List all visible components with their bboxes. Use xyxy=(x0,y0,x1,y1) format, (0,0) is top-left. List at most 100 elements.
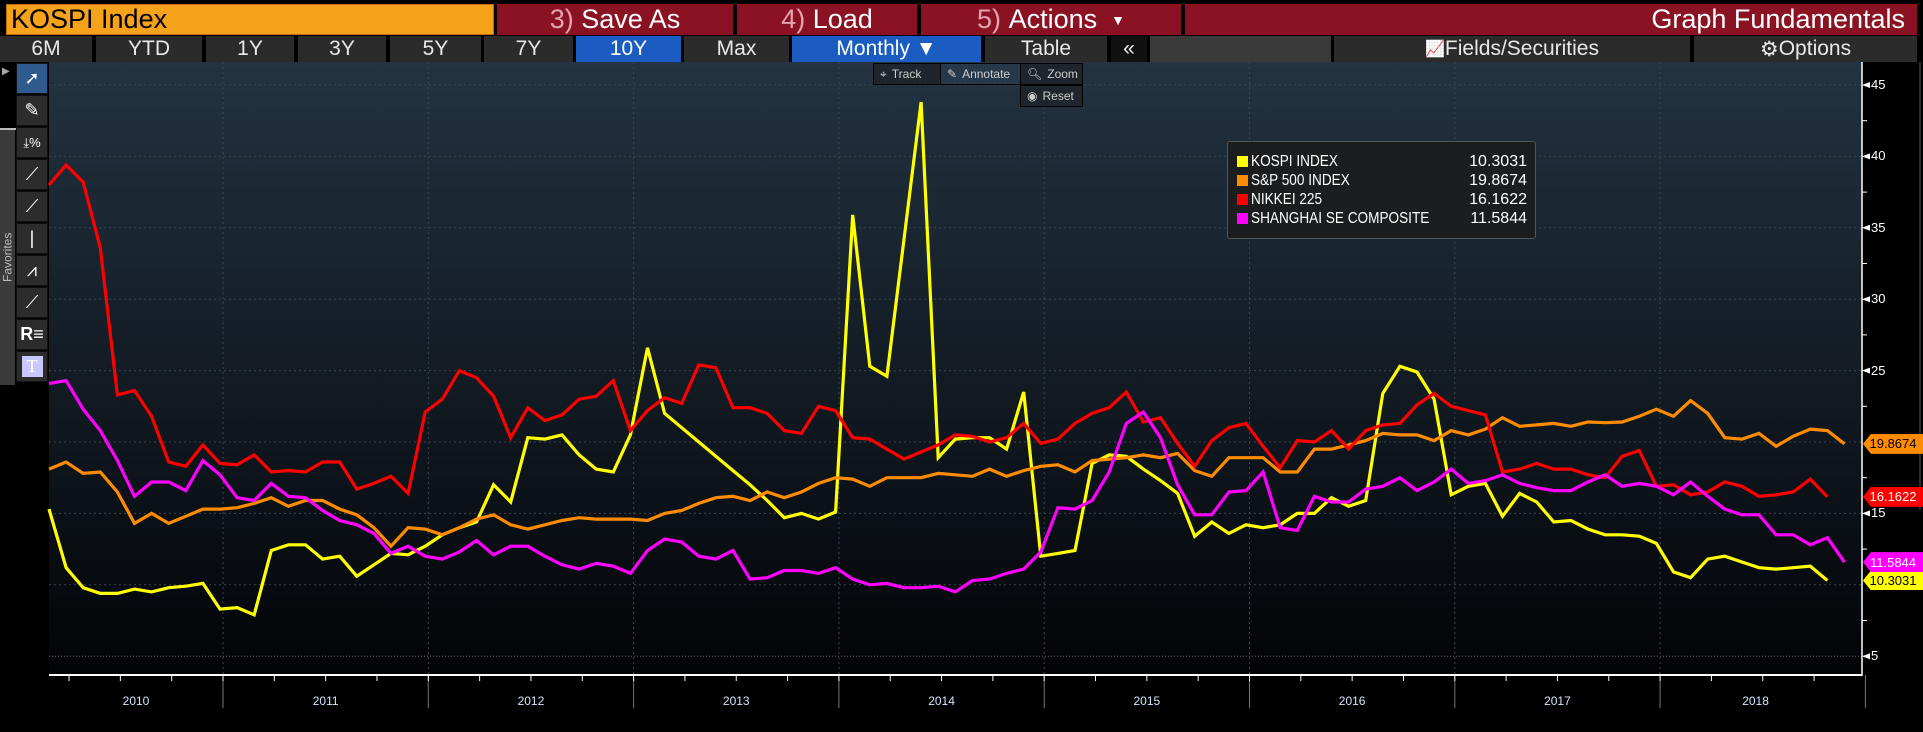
draw-tool[interactable]: ✎ xyxy=(16,95,48,126)
legend-swatch xyxy=(1237,213,1248,224)
y-tick-marker xyxy=(1862,653,1870,660)
zoom-label: Zoom xyxy=(1047,67,1078,81)
select-arrow-tool[interactable]: ➚ xyxy=(16,63,48,94)
table-button[interactable]: Table xyxy=(985,36,1107,62)
y-tick-marker xyxy=(1862,82,1870,88)
crossing-line-icon: ⩘ xyxy=(26,260,38,280)
trendline-tool[interactable]: ⟋ xyxy=(16,159,48,190)
table-label: Table xyxy=(1020,37,1072,60)
period-button-ytd[interactable]: YTD xyxy=(96,36,202,62)
legend-label: KOSPI INDEX xyxy=(1251,152,1338,170)
period-button-5y[interactable]: 5Y xyxy=(390,36,481,62)
y-tick-marker xyxy=(1862,296,1870,303)
y-tick-label: 45 xyxy=(1871,77,1886,92)
load-num: 4) xyxy=(781,4,806,34)
last-value-tag: 10.3031 xyxy=(1863,570,1923,591)
save-as-num: 3) xyxy=(549,4,574,34)
expand-arrow-icon[interactable]: ▶ xyxy=(2,66,10,77)
legend-value: 19.8674 xyxy=(1469,171,1527,189)
y-tick-label: 5 xyxy=(1871,648,1879,664)
load-button[interactable]: 4) Load xyxy=(737,4,917,35)
reset-circle-icon: ◉ xyxy=(1027,89,1038,103)
last-value-tag: 11.5844 xyxy=(1863,552,1923,573)
segment-tool[interactable]: ⟋ xyxy=(16,287,48,318)
period-button-7y[interactable]: 7Y xyxy=(484,36,573,62)
y-tick-label: 35 xyxy=(1871,219,1886,235)
period-button-6m[interactable]: 6M xyxy=(0,36,92,62)
gear-icon: ⚙ xyxy=(1759,37,1779,61)
segment-icon: ⟋ xyxy=(25,292,39,312)
options-button[interactable]: ⚙ Options xyxy=(1694,36,1917,62)
graph-fundamentals-label: Graph Fundamentals xyxy=(1651,4,1905,34)
y-tick-marker xyxy=(1862,510,1870,517)
x-tick-label: 2010 xyxy=(122,694,150,708)
annotate-button[interactable]: ✎ Annotate xyxy=(940,63,1021,85)
y-tick-label: 15 xyxy=(1871,505,1886,521)
period-button-3y[interactable]: 3Y xyxy=(298,36,386,62)
crosshair-icon: ⌖ xyxy=(880,66,887,81)
series-line-nikkei-225 xyxy=(47,162,1829,498)
trendline-icon: ⟋ xyxy=(25,164,39,184)
x-tick-label: 2013 xyxy=(722,694,750,708)
multi-point-line-icon: ⟋ xyxy=(25,196,39,216)
y-tick-marker xyxy=(1862,224,1870,231)
collapse-button[interactable]: « xyxy=(1111,36,1147,62)
legend-item[interactable]: KOSPI INDEX 10.3031 xyxy=(1237,152,1527,171)
fields-label: Fields/Securities xyxy=(1444,37,1599,60)
period-label: 7Y xyxy=(515,37,542,60)
security-title-text: KOSPI Index xyxy=(11,4,168,34)
period-button-1y[interactable]: 1Y xyxy=(206,36,294,62)
zoom-button[interactable]: 🔍︎ Zoom xyxy=(1020,63,1083,85)
y-tick-label: 40 xyxy=(1871,148,1886,164)
fields-securities-button[interactable]: 📈 Fields/Securities xyxy=(1334,36,1690,62)
legend-item[interactable]: S&P 500 INDEX 19.8674 xyxy=(1237,171,1527,190)
toolbar-spacer xyxy=(1150,36,1331,62)
x-tick-label: 2015 xyxy=(1133,694,1161,708)
x-tick-label: 2017 xyxy=(1544,694,1571,708)
crossing-line-tool[interactable]: ⩘ xyxy=(16,255,48,286)
text-tool[interactable]: T xyxy=(16,351,48,382)
text-icon: T xyxy=(21,356,43,377)
regression-icon: R≡ xyxy=(20,324,44,344)
period-label: 10Y xyxy=(609,37,648,60)
track-label: Track xyxy=(891,67,922,81)
legend-swatch xyxy=(1237,156,1248,167)
period-label: 6M xyxy=(31,37,61,60)
frequency-dropdown[interactable]: Monthly ▼ xyxy=(792,36,981,62)
vertical-line-tool[interactable]: | xyxy=(16,223,48,254)
x-tick-label: 2011 xyxy=(312,694,339,708)
legend-label: NIKKEI 225 xyxy=(1251,190,1323,208)
legend-value: 11.5844 xyxy=(1470,209,1527,227)
reset-label: Reset xyxy=(1042,89,1074,103)
y-tick-label: 25 xyxy=(1871,362,1886,378)
series-line-shanghai-se-composite xyxy=(48,378,1846,594)
period-button-max[interactable]: Max xyxy=(684,36,789,62)
divider xyxy=(0,128,16,130)
y-tick-marker xyxy=(1862,153,1870,160)
multi-point-line-tool[interactable]: ⟋ xyxy=(16,191,48,222)
plot-area[interactable] xyxy=(49,62,1862,675)
reset-button[interactable]: ◉ Reset xyxy=(1020,85,1083,107)
legend-item[interactable]: NIKKEI 225 16.1622 xyxy=(1237,190,1527,209)
regression-tool[interactable]: R≡ xyxy=(16,319,48,350)
percent-tool[interactable]: ⤓% xyxy=(16,127,48,158)
period-label: YTD xyxy=(128,37,170,60)
period-label: 5Y xyxy=(422,37,449,60)
security-title[interactable]: KOSPI Index xyxy=(6,4,494,35)
x-tick-label: 2016 xyxy=(1338,694,1366,708)
period-button-10y[interactable]: 10Y xyxy=(576,36,681,62)
vertical-line-icon: | xyxy=(29,228,35,248)
graph-fundamentals-title: Graph Fundamentals xyxy=(1185,4,1917,35)
track-button[interactable]: ⌖ Track xyxy=(873,63,941,85)
legend-item[interactable]: SHANGHAI SE COMPOSITE 11.5844 xyxy=(1237,209,1527,228)
pencil-icon: ✎ xyxy=(24,100,40,120)
actions-label: Actions xyxy=(1008,4,1098,34)
pencil-icon: ✎ xyxy=(947,67,958,81)
save-as-button[interactable]: 3) Save As xyxy=(497,4,733,35)
legend-swatch xyxy=(1237,194,1248,205)
magnifier-icon: 🔍︎ xyxy=(1027,67,1043,81)
cursor-arrow-icon: ➚ xyxy=(24,68,40,88)
y-tick-label: 30 xyxy=(1871,291,1886,307)
actions-button[interactable]: 5) Actions ▼ xyxy=(921,4,1181,35)
